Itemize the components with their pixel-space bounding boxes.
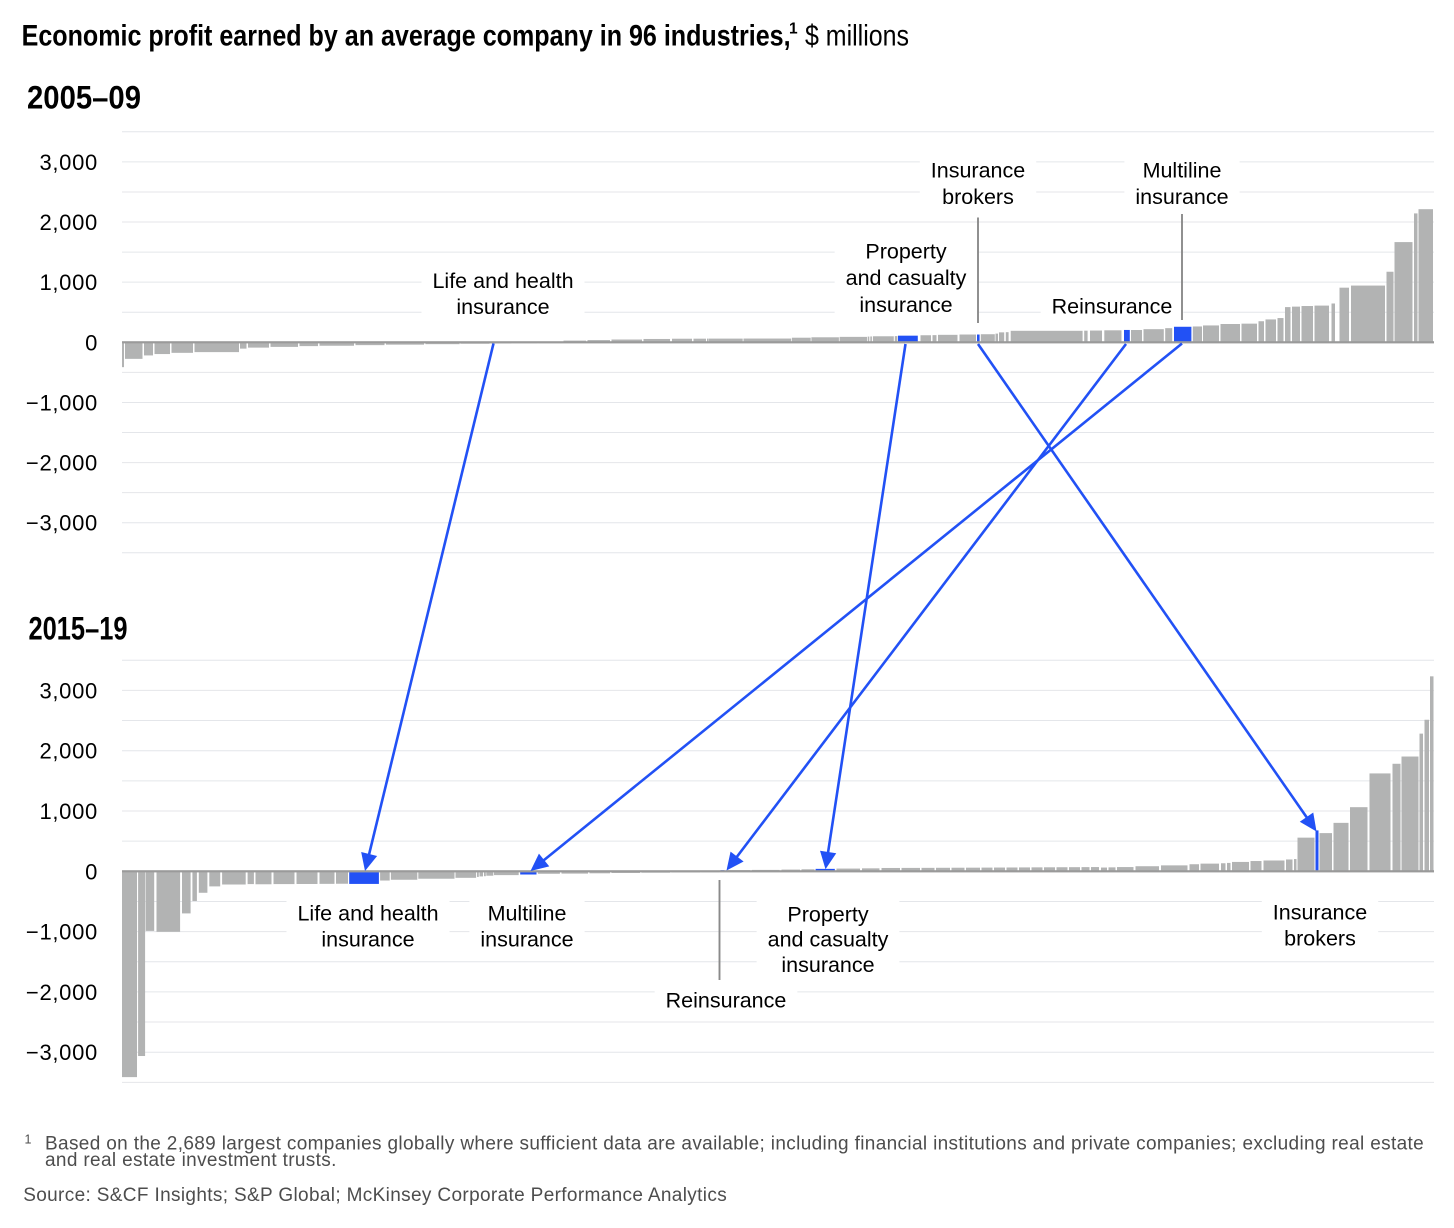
svg-text:2,000: 2,000 <box>39 739 98 764</box>
svg-text:and casualty: and casualty <box>846 266 967 290</box>
svg-text:3,000: 3,000 <box>39 150 98 175</box>
svg-text:3,000: 3,000 <box>39 678 98 703</box>
svg-text:Life and health: Life and health <box>297 902 438 926</box>
svg-text:−2,000: −2,000 <box>26 451 98 476</box>
svg-text:Economic profit earned by an a: Economic profit earned by an average com… <box>22 19 791 52</box>
svg-text:Multiline: Multiline <box>488 902 567 926</box>
svg-text:insurance: insurance <box>1135 185 1228 209</box>
svg-text:and casualty: and casualty <box>768 928 889 952</box>
svg-text:−3,000: −3,000 <box>26 1040 98 1065</box>
svg-text:Property: Property <box>865 240 947 264</box>
svg-text:insurance: insurance <box>456 295 549 319</box>
svg-text:0: 0 <box>85 330 98 355</box>
svg-text:2005–09: 2005–09 <box>27 80 141 116</box>
svg-text:1,000: 1,000 <box>39 270 98 295</box>
svg-text:−3,000: −3,000 <box>26 511 98 536</box>
svg-text:1: 1 <box>25 1132 32 1146</box>
svg-text:1: 1 <box>789 21 798 38</box>
svg-text:Multiline: Multiline <box>1143 159 1222 183</box>
svg-text:Insurance: Insurance <box>1273 901 1367 925</box>
svg-text:Insurance: Insurance <box>931 159 1025 183</box>
svg-text:Reinsurance: Reinsurance <box>666 989 787 1013</box>
svg-text:insurance: insurance <box>321 928 414 952</box>
svg-text:0: 0 <box>85 859 98 884</box>
svg-text:Property: Property <box>787 903 869 927</box>
svg-text:−1,000: −1,000 <box>26 390 98 415</box>
svg-text:insurance: insurance <box>480 928 573 952</box>
svg-text:Based on the 2,689 largest com: Based on the 2,689 largest companies glo… <box>45 1133 1424 1154</box>
svg-text:Life and health: Life and health <box>432 269 573 293</box>
svg-text:Source: S&CF Insights; S&P Glo: Source: S&CF Insights; S&P Global; McKin… <box>23 1185 727 1206</box>
svg-text:brokers: brokers <box>1284 927 1356 951</box>
svg-text:2,000: 2,000 <box>39 210 98 235</box>
svg-text:−2,000: −2,000 <box>26 980 98 1005</box>
svg-text:2015–19: 2015–19 <box>29 611 128 647</box>
svg-text:insurance: insurance <box>859 293 952 317</box>
svg-text:1,000: 1,000 <box>39 799 98 824</box>
svg-text:brokers: brokers <box>942 185 1014 209</box>
svg-text:−1,000: −1,000 <box>26 920 98 945</box>
svg-text:Reinsurance: Reinsurance <box>1052 295 1173 319</box>
svg-text:insurance: insurance <box>781 953 874 977</box>
svg-text:and real estate investment tru: and real estate investment trusts. <box>45 1150 337 1171</box>
svg-text:$ millions: $ millions <box>805 19 909 52</box>
